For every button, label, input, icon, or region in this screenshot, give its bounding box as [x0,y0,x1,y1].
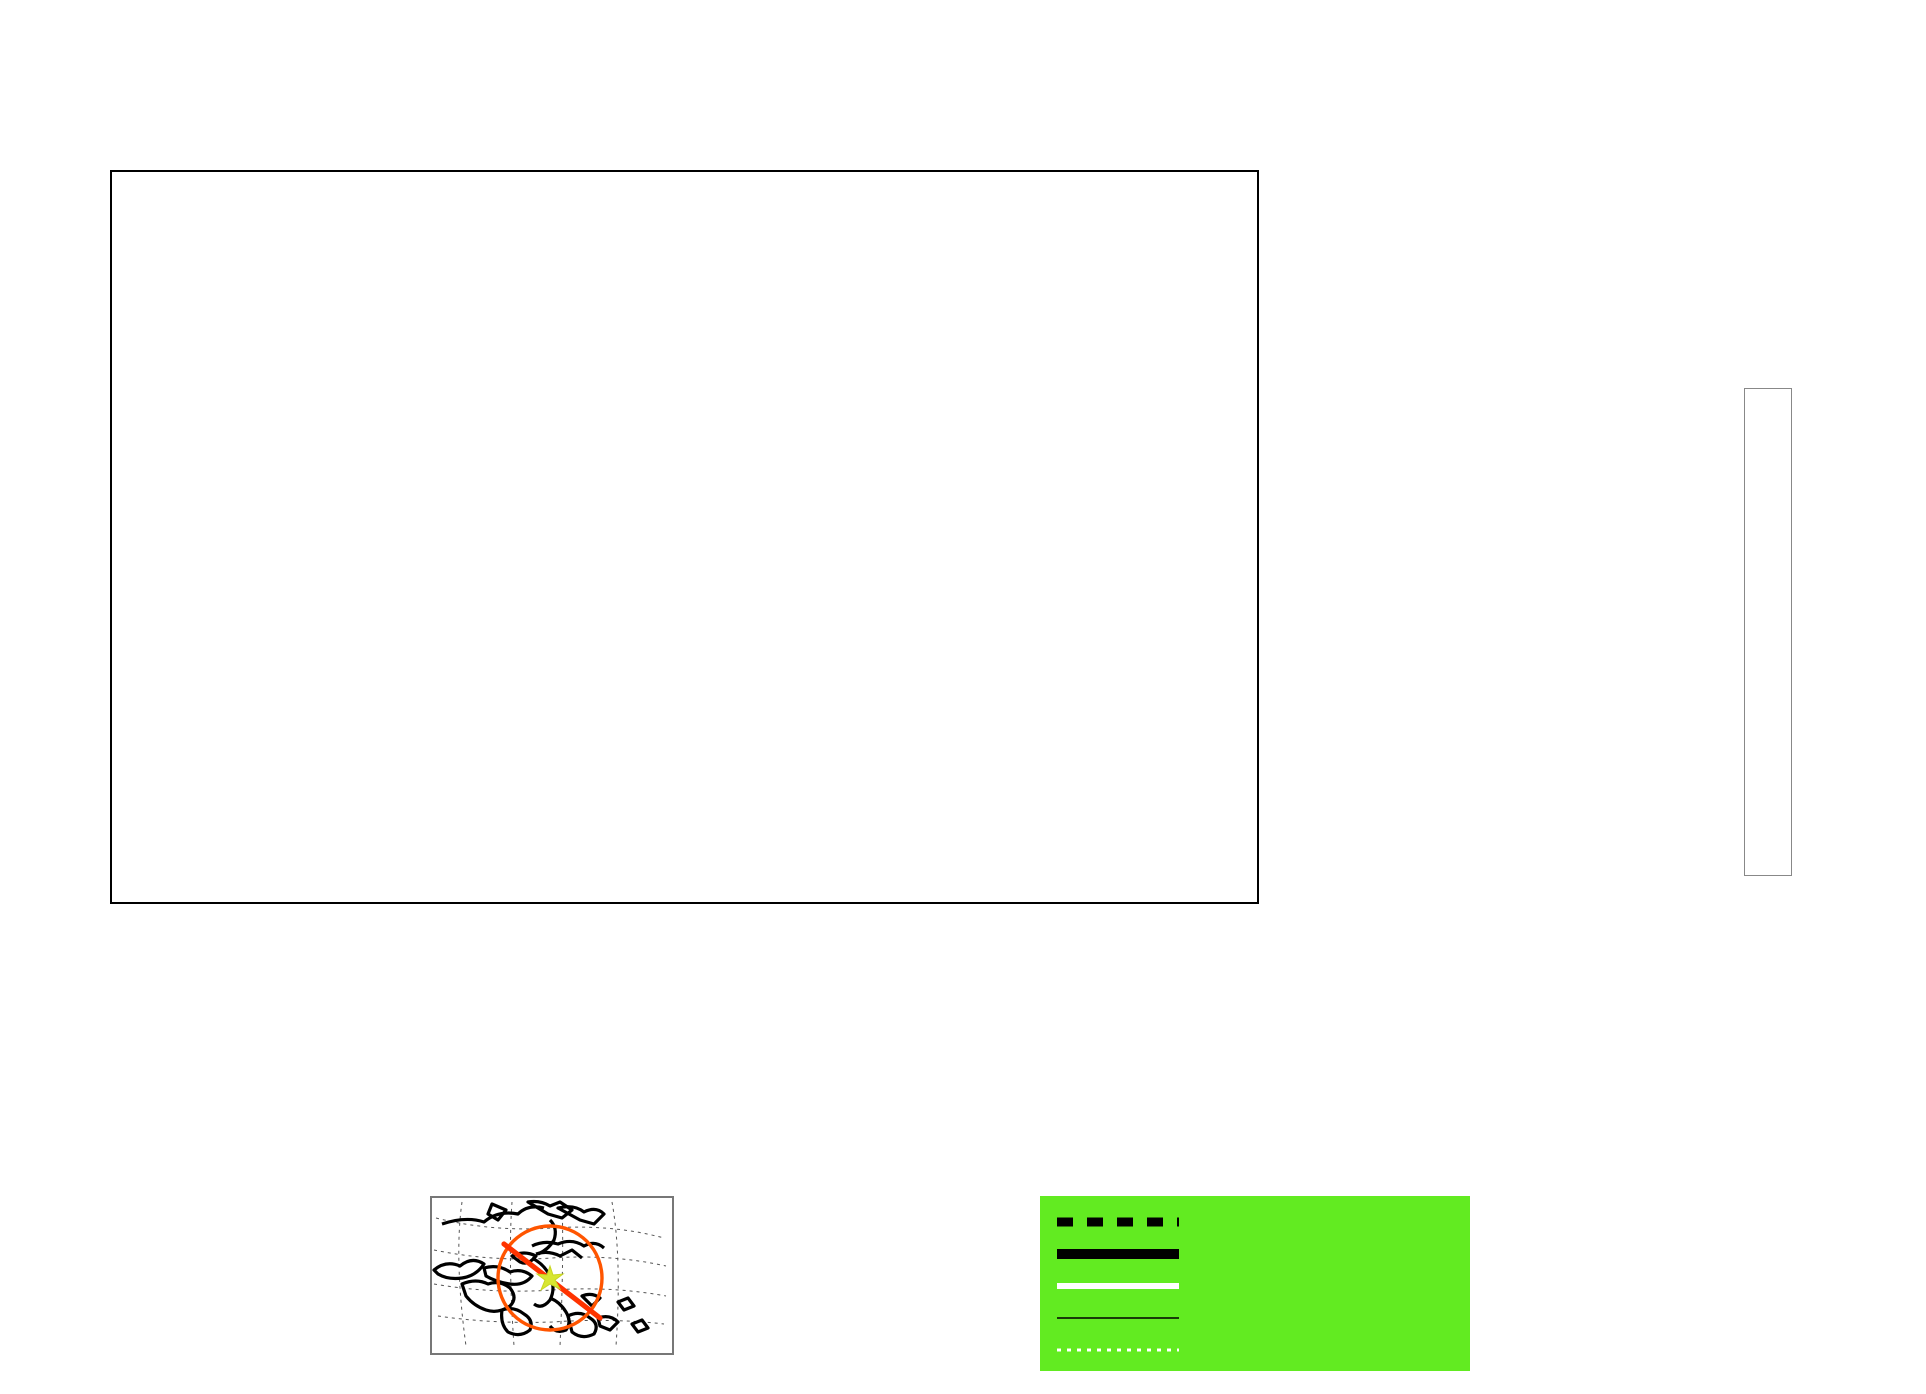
range-circle [496,1224,604,1332]
cross-section-plot[interactable] [110,170,1259,904]
legend-row-ozone [1040,1270,1470,1302]
contour-overlays [112,172,1257,902]
solid-thin-black-line-icon [1040,1311,1195,1325]
inset-map-svg [432,1199,667,1347]
solid-very-thick-black-line-icon [1040,1247,1195,1261]
inset-location-map[interactable] [430,1196,674,1355]
legend-row-tropopause [1040,1238,1470,1270]
site-marker-star [535,1264,565,1292]
legend-row-theta [1040,1334,1470,1366]
coastlines [432,1199,650,1339]
colorbar[interactable] [1744,388,1792,876]
dashed-thick-black-line-icon [1040,1215,1195,1229]
legend-row-wind [1040,1302,1470,1334]
dotted-thin-white-line-icon [1040,1343,1195,1357]
solid-thick-white-line-icon [1040,1279,1195,1293]
legend-row-epv [1040,1206,1470,1238]
plot-legend [1040,1196,1470,1371]
